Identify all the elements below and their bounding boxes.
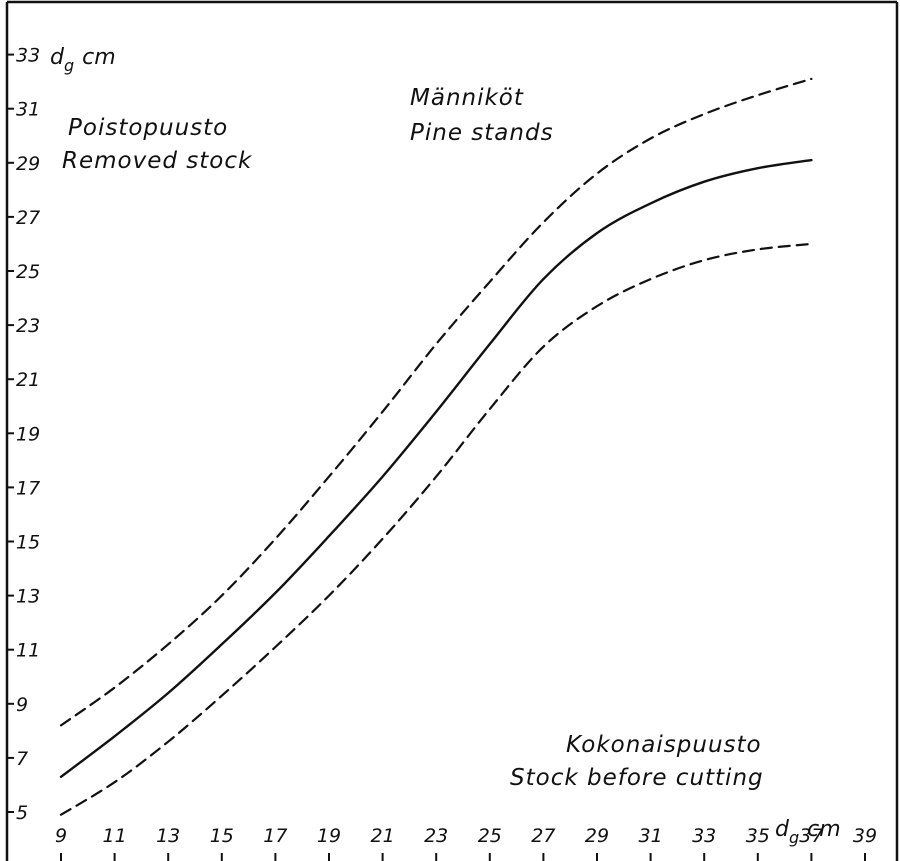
chart-title-fi: Männiköt (410, 85, 524, 111)
x-tick-label: 23 (424, 825, 448, 847)
y-tick-label: 9 (16, 694, 28, 716)
x-tick-label: 25 (478, 825, 502, 847)
y-tick-label: 33 (16, 45, 40, 67)
x-tick-label: 35 (746, 825, 770, 847)
y-axis-title: dg cm (50, 45, 116, 75)
x-tick-label: 13 (156, 825, 180, 847)
y-tick-label: 21 (16, 369, 40, 391)
y-tick-label: 15 (16, 532, 40, 554)
x-tick-label: 33 (692, 825, 716, 847)
annotation-total-en: Stock before cutting (510, 765, 764, 791)
mean-solid-line (59, 158, 813, 778)
y-tick-label: 5 (16, 802, 28, 824)
y-tick-label: 23 (16, 315, 40, 337)
x-tick-label: 15 (210, 825, 234, 847)
annotation-removed-fi: Poistopuusto (68, 115, 228, 141)
y-tick-label: 19 (16, 423, 40, 445)
x-tick-label: 37 (799, 825, 823, 847)
lower-bound-dashed-line (59, 242, 813, 816)
x-tick-label: 21 (371, 825, 395, 847)
y-tick-label: 11 (16, 640, 40, 662)
x-tick-label: 29 (585, 825, 609, 847)
y-tick-label: 29 (16, 153, 40, 175)
x-tick-label: 9 (55, 825, 67, 847)
x-tick-label: 17 (263, 825, 287, 847)
annotation-removed-en: Removed stock (62, 148, 253, 174)
x-tick-label: 31 (639, 825, 663, 847)
y-tick-label: 25 (16, 261, 40, 283)
y-axis-ticks: 5 7 9 11 13 15 17 19 21 23 25 27 29 31 33 (7, 45, 40, 824)
y-tick-label: 31 (16, 99, 40, 121)
y-tick-label: 17 (16, 477, 40, 499)
upper-bound-dashed-line (59, 77, 813, 727)
y-tick-label: 27 (16, 207, 40, 229)
y-tick-label: 7 (16, 748, 28, 770)
x-tick-label: 11 (103, 825, 127, 847)
x-tick-label: 19 (317, 825, 341, 847)
x-axis-title: dg cm (775, 817, 841, 847)
x-axis-ticks: 9 11 13 15 17 19 21 23 25 27 29 31 33 35 37 39 (55, 825, 877, 861)
y-tick-label: 13 (16, 586, 40, 608)
chart-title-en: Pine stands (410, 120, 554, 146)
x-tick-label: 39 (853, 825, 877, 847)
x-tick-label: 27 (531, 825, 555, 847)
series-layer (59, 77, 813, 816)
annotation-total-fi: Kokonaispuusto (566, 732, 762, 758)
